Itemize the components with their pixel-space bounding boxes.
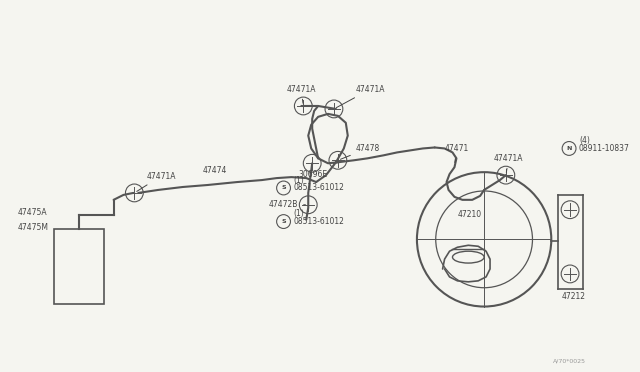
Text: 47478: 47478: [340, 144, 380, 159]
Text: 47471A: 47471A: [494, 154, 524, 172]
Text: N: N: [566, 146, 572, 151]
Text: 47471: 47471: [445, 144, 469, 163]
Text: 47474: 47474: [202, 166, 227, 175]
Text: 47475A: 47475A: [18, 208, 47, 217]
Text: 47212: 47212: [561, 292, 585, 301]
Text: 47472B: 47472B: [269, 200, 305, 209]
Text: 30696E: 30696E: [298, 170, 328, 179]
Text: (4): (4): [579, 136, 590, 145]
Text: 08911-10837: 08911-10837: [579, 144, 630, 153]
Text: 08513-61012: 08513-61012: [293, 217, 344, 226]
Text: S: S: [281, 219, 286, 224]
Text: 08513-61012: 08513-61012: [293, 183, 344, 192]
Text: (1): (1): [293, 209, 304, 218]
Text: 47471A: 47471A: [287, 85, 316, 103]
Bar: [54, 230, 104, 304]
Text: 47475M: 47475M: [18, 223, 49, 232]
Text: A/70*0025: A/70*0025: [553, 359, 586, 364]
Text: 47210: 47210: [458, 210, 481, 219]
Text: 47471A: 47471A: [337, 85, 385, 108]
Text: (1): (1): [293, 176, 304, 185]
Text: 47471A: 47471A: [137, 171, 176, 192]
Text: S: S: [281, 186, 286, 190]
